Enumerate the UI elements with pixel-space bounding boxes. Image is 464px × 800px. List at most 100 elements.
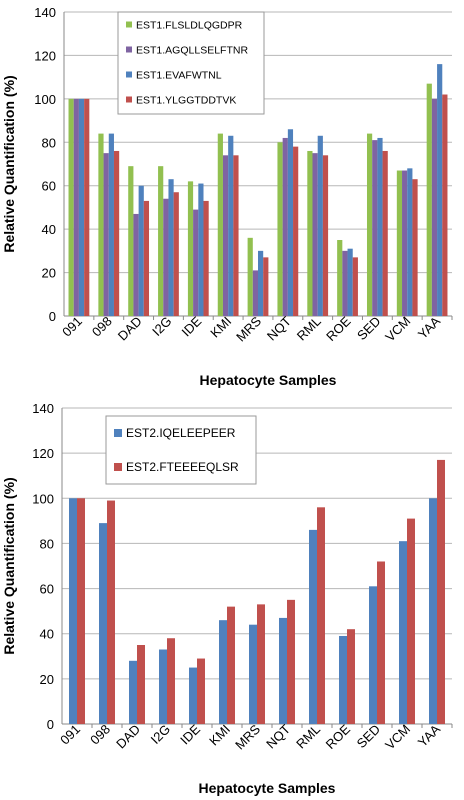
bar-EST1.YLGGTDDTVK-RML <box>322 155 329 316</box>
y-tick-label: 20 <box>40 672 54 687</box>
x-axis-title: Hepatocyte Samples <box>200 372 337 388</box>
y-tick-label: 100 <box>32 491 54 506</box>
bar-EST2.IQELEEPEER-091 <box>69 498 77 724</box>
bar-EST2.IQELEEPEER-NQT <box>279 617 287 724</box>
x-tick-label: DAD <box>113 722 143 752</box>
bar-EST1.EVAFWTNL-MRS <box>258 250 264 316</box>
y-tick-label: 80 <box>40 536 54 551</box>
legend-swatch <box>126 96 132 103</box>
x-tick-label: NQT <box>263 721 293 751</box>
bar-EST2.IQELEEPEER-YAA <box>429 498 437 724</box>
bar-EST1.YLGGTDDTVK-KMI <box>233 155 239 316</box>
bar-EST1.FLSLDLQGDPR-DAD <box>128 166 134 316</box>
y-tick-label: 40 <box>42 222 56 237</box>
bar-EST1.FLSLDLQGDPR-YAA <box>426 83 432 317</box>
bar-EST1.YLGGTDDTVK-VCM <box>412 179 418 316</box>
bar-EST2.FTEEEEQLSR-ROE <box>347 629 355 724</box>
legend-swatch <box>126 71 132 78</box>
bar-EST2.IQELEEPEER-098 <box>99 523 107 724</box>
bar-EST1.FLSLDLQGDPR-I2G <box>158 166 164 316</box>
x-tick-label: 091 <box>57 722 83 748</box>
bar-EST2.FTEEEEQLSR-SED <box>377 561 385 724</box>
bar-EST2.IQELEEPEER-SED <box>369 586 377 724</box>
bar-EST1.YLGGTDDTVK-IDE <box>203 200 209 316</box>
y-tick-label: 140 <box>34 5 56 20</box>
bar-EST1.FLSLDLQGDPR-NQT <box>277 142 283 316</box>
bar-EST1.AGQLLSELFTNR-ROE <box>342 250 348 316</box>
bar-EST1.YLGGTDDTVK-YAA <box>442 94 448 316</box>
y-tick-label: 140 <box>32 401 54 416</box>
bar-EST2.IQELEEPEER-RML <box>309 529 317 724</box>
x-tick-label: YAA <box>415 313 444 342</box>
bar-EST1.AGQLLSELFTNR-SED <box>372 140 378 316</box>
y-tick-label: 60 <box>42 179 56 194</box>
bar-EST1.YLGGTDDTVK-NQT <box>293 146 299 316</box>
bar-EST2.FTEEEEQLSR-098 <box>107 500 115 724</box>
bar-EST1.YLGGTDDTVK-ROE <box>352 257 358 316</box>
legend: EST2.IQELEEPEER EST2.FTEEEEQLSR <box>105 415 257 485</box>
bar-EST1.AGQLLSELFTNR-IDE <box>193 209 199 316</box>
legend: EST1.FLSLDLQGDPR EST1.AGQLLSELFTNR EST1.EV… <box>117 11 265 115</box>
bar-EST2.IQELEEPEER-KMI <box>219 620 227 724</box>
legend-label: EST2.FTEEEEQLSR <box>126 460 239 474</box>
bar-EST1.AGQLLSELFTNR-I2G <box>163 198 169 316</box>
bar-EST2.IQELEEPEER-VCM <box>399 541 407 724</box>
x-tick-label: MRS <box>233 313 264 344</box>
bar-EST2.FTEEEEQLSR-MRS <box>257 604 265 724</box>
bar-EST1.AGQLLSELFTNR-YAA <box>431 98 438 316</box>
bar-EST1.AGQLLSELFTNR-DAD <box>133 213 139 316</box>
y-tick-label: 100 <box>34 92 56 107</box>
bar-EST2.IQELEEPEER-DAD <box>129 660 137 724</box>
bar-EST1.FLSLDLQGDPR-KMI <box>217 133 223 316</box>
bar-EST2.FTEEEEQLSR-IDE <box>197 658 205 724</box>
bar-EST1.EVAFWTNL-I2G <box>168 179 174 316</box>
y-tick-label: 0 <box>47 717 54 732</box>
legend-swatch <box>114 429 122 437</box>
y-tick-label: 60 <box>40 582 54 597</box>
bar-EST1.EVAFWTNL-NQT <box>287 129 294 316</box>
bar-EST1.FLSLDLQGDPR-091 <box>68 98 74 316</box>
bar-EST2.FTEEEEQLSR-NQT <box>287 599 295 724</box>
bar-EST1.EVAFWTNL-091 <box>78 98 85 316</box>
bar-EST1.YLGGTDDTVK-SED <box>382 150 388 316</box>
legend-label: EST1.EVAFWTNL <box>136 70 222 82</box>
legend-swatch <box>114 463 122 471</box>
x-tick-label: 098 <box>89 314 115 340</box>
bar-EST1.AGQLLSELFTNR-NQT <box>282 137 288 316</box>
bar-EST1.FLSLDLQGDPR-098 <box>98 133 104 316</box>
x-tick-label: VCM <box>382 314 413 345</box>
legend-label: EST1.YLGGTDDTVK <box>136 95 236 107</box>
bar-EST2.IQELEEPEER-I2G <box>159 649 167 724</box>
legend-swatch <box>126 46 132 53</box>
legend-label: EST1.FLSLDLQGDPR <box>136 20 243 32</box>
legend-box <box>105 415 257 485</box>
x-tick-label: ROE <box>323 313 354 344</box>
x-tick-label: VCM <box>382 722 413 753</box>
bar-EST2.FTEEEEQLSR-091 <box>77 498 85 724</box>
x-tick-label: RML <box>293 722 323 752</box>
bar-EST1.FLSLDLQGDPR-ROE <box>337 240 343 316</box>
bar-EST1.EVAFWTNL-DAD <box>138 185 144 316</box>
bar-EST2.FTEEEEQLSR-DAD <box>137 645 145 724</box>
y-axis-title: Relative Quantification (%) <box>1 477 17 654</box>
bar-EST1.EVAFWTNL-KMI <box>228 135 234 316</box>
bar-EST1.FLSLDLQGDPR-RML <box>307 150 313 316</box>
x-tick-label: NQT <box>264 313 294 343</box>
bar-EST1.FLSLDLQGDPR-SED <box>366 133 373 316</box>
bar-EST2.FTEEEEQLSR-RML <box>317 507 325 724</box>
bar-EST2.IQELEEPEER-IDE <box>189 667 197 724</box>
y-tick-label: 120 <box>34 48 56 63</box>
x-tick-label: KMI <box>207 314 234 341</box>
bar-EST1.EVAFWTNL-SED <box>377 137 383 316</box>
y-tick-label: 120 <box>32 446 54 461</box>
bar-EST1.YLGGTDDTVK-091 <box>84 98 90 316</box>
x-tick-label: MRS <box>232 721 263 752</box>
bar-EST1.EVAFWTNL-VCM <box>407 168 413 316</box>
bar-EST2.FTEEEEQLSR-I2G <box>167 638 175 724</box>
bar-EST1.EVAFWTNL-IDE <box>198 183 204 316</box>
legend-box <box>117 11 265 115</box>
x-tick-label: 098 <box>87 722 113 748</box>
x-tick-label: YAA <box>415 721 444 750</box>
